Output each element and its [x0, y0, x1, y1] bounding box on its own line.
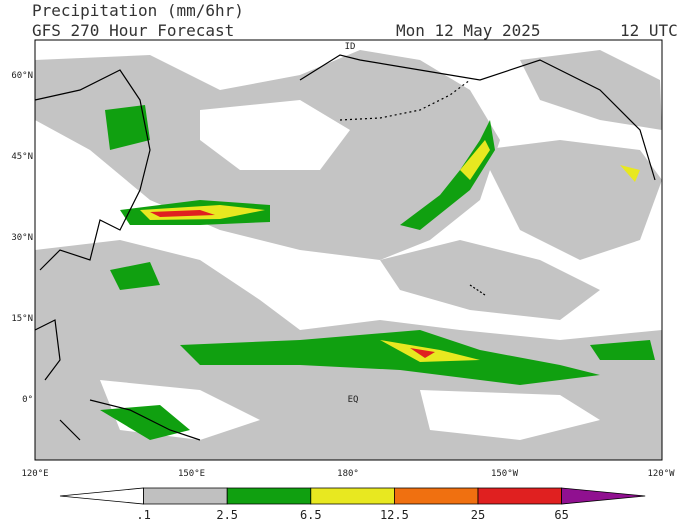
- lat-label: 30°N: [11, 233, 33, 243]
- place-label: EQ: [348, 395, 359, 405]
- colorbar-swatch: [477, 487, 562, 505]
- date: Mon 12 May 2025: [396, 21, 541, 40]
- colorbar-swatch: [310, 487, 395, 505]
- lon-label: 180°: [337, 469, 359, 479]
- colorbar-label: 2.5: [216, 508, 238, 522]
- subtitle: GFS 270 Hour Forecast: [32, 21, 234, 40]
- colorbar-label: 25: [471, 508, 485, 522]
- lat-label: 45°N: [11, 152, 33, 162]
- lat-label: 60°N: [11, 71, 33, 81]
- time: 12 UTC: [620, 21, 678, 40]
- colorbar-swatch: [394, 487, 479, 505]
- colorbar-swatch: [59, 487, 144, 505]
- colorbar-swatch: [143, 487, 228, 505]
- lon-label: 120°W: [647, 469, 675, 479]
- map-field: [34, 39, 663, 461]
- colorbar-label: 6.5: [300, 508, 322, 522]
- lat-label: 0°: [22, 395, 33, 405]
- colorbar-swatch: [561, 487, 646, 505]
- title: Precipitation (mm/6hr): [32, 1, 244, 20]
- colorbar-label: .1: [136, 508, 150, 522]
- lon-label: 150°W: [491, 469, 519, 479]
- colorbar-swatch: [226, 487, 312, 505]
- colorbar-label: 12.5: [380, 508, 409, 522]
- lon-label: 120°E: [21, 469, 48, 479]
- colorbar-label: 65: [554, 508, 568, 522]
- place-label: ID: [345, 42, 356, 52]
- lat-label: 15°N: [11, 314, 33, 324]
- lon-label: 150°E: [178, 469, 205, 479]
